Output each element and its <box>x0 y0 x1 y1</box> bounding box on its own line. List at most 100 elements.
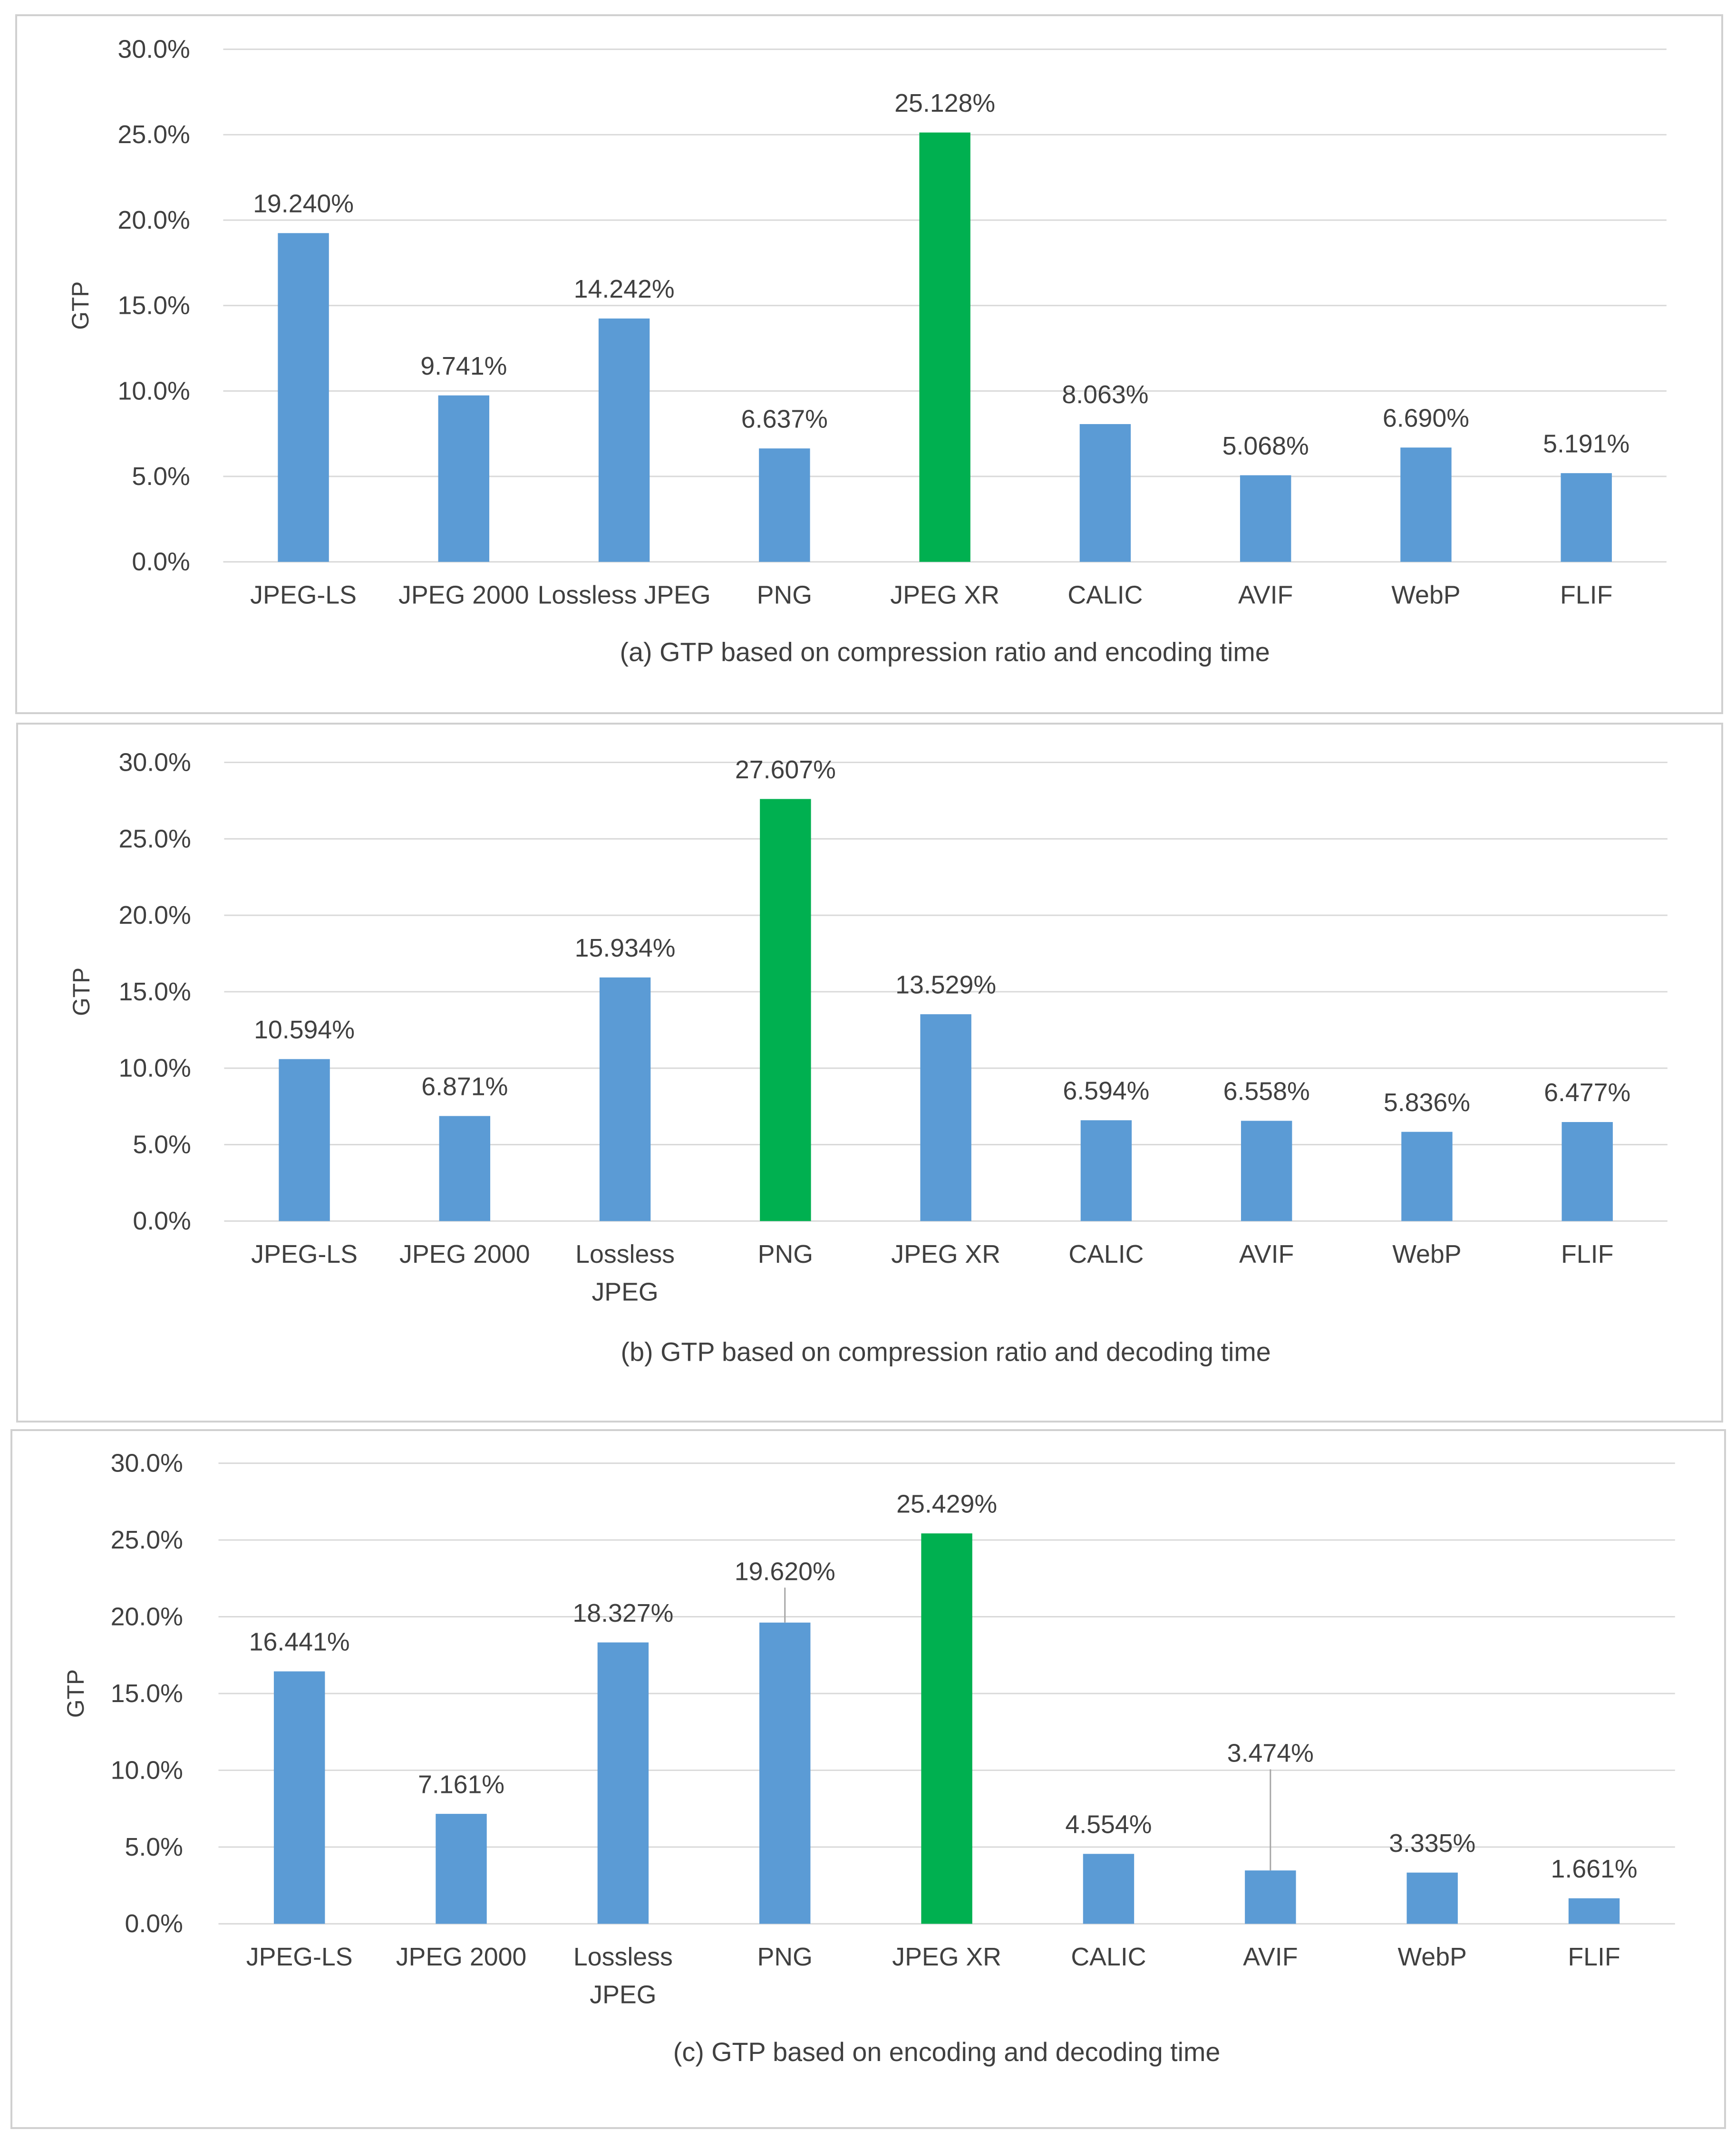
data-label: 5.836% <box>1384 1088 1470 1117</box>
x-category-label: WebP <box>1391 581 1460 609</box>
bar <box>279 1059 330 1221</box>
data-label: 1.661% <box>1551 1855 1638 1883</box>
bar <box>597 1642 649 1924</box>
x-category-label: Lossless <box>575 1240 675 1268</box>
bar <box>919 132 970 562</box>
bar <box>598 318 650 562</box>
data-label: 5.068% <box>1222 432 1309 460</box>
y-tick-label: 15.0% <box>118 291 190 320</box>
y-tick-label: 20.0% <box>119 901 191 929</box>
x-category-label: AVIF <box>1238 581 1293 609</box>
y-tick-label: 25.0% <box>118 120 190 149</box>
y-axis-title: GTP <box>67 281 94 330</box>
y-tick-label: 25.0% <box>111 1526 183 1554</box>
bar <box>920 1014 971 1221</box>
bar <box>599 977 651 1221</box>
data-label: 10.594% <box>254 1016 355 1044</box>
x-category-label: JPEG <box>590 1980 656 2009</box>
x-category-label: JPEG XR <box>891 1240 1000 1268</box>
x-category-label: JPEG XR <box>890 581 999 609</box>
data-label: 15.934% <box>575 934 676 962</box>
data-label: 6.558% <box>1223 1077 1310 1106</box>
bar <box>1400 447 1452 562</box>
data-label: 4.554% <box>1065 1810 1152 1839</box>
x-category-label: FLIF <box>1568 1943 1620 1971</box>
y-tick-label: 30.0% <box>111 1449 183 1478</box>
y-tick-label: 5.0% <box>125 1833 183 1861</box>
y-tick-label: 10.0% <box>111 1756 183 1784</box>
x-category-label: Lossless <box>573 1943 673 1971</box>
bar-chart-a: 0.0% 5.0% 10.0% 15.0% 20.0% 25.0% 30.0% GTP 19.2… <box>67 35 1667 667</box>
data-label: 19.240% <box>253 190 354 218</box>
x-category-label: PNG <box>758 1240 813 1268</box>
data-label: 3.335% <box>1389 1829 1475 1858</box>
data-label: 14.242% <box>574 275 675 303</box>
bar <box>439 1116 491 1221</box>
x-category-label: PNG <box>757 1943 813 1971</box>
bar <box>1561 473 1612 562</box>
x-category-label: CALIC <box>1071 1943 1146 1971</box>
data-label: 19.620% <box>735 1557 835 1586</box>
bar <box>759 1622 811 1924</box>
data-label: 6.477% <box>1544 1078 1630 1107</box>
y-tick-label: 0.0% <box>133 1207 191 1235</box>
x-category-label: CALIC <box>1067 581 1143 609</box>
x-category-label: JPEG 2000 <box>399 1240 530 1268</box>
bar <box>1080 1120 1132 1221</box>
y-tick-label: 20.0% <box>118 206 190 234</box>
x-category-label: FLIF <box>1561 1240 1613 1268</box>
y-tick-label: 30.0% <box>119 748 191 776</box>
x-category-label: CALIC <box>1068 1240 1144 1268</box>
x-category-label: JPEG-LS <box>251 1240 358 1268</box>
data-label: 5.191% <box>1543 429 1629 458</box>
data-label: 16.441% <box>249 1628 350 1656</box>
y-tick-label: 15.0% <box>111 1679 183 1708</box>
y-tick-label: 15.0% <box>119 978 191 1006</box>
chart-panel-c: 0.0% 5.0% 10.0% 15.0% 20.0% 25.0% 30.0% GTP 16.4… <box>10 1429 1726 2129</box>
y-tick-label: 30.0% <box>118 35 190 64</box>
x-category-label: JPEG-LS <box>250 581 357 609</box>
x-category-label: JPEG 2000 <box>398 581 529 609</box>
data-label: 25.128% <box>894 89 995 117</box>
bar <box>1241 1121 1292 1221</box>
y-axis-title: GTP <box>68 968 95 1016</box>
chart-caption: (b) GTP based on compression ratio and d… <box>621 1337 1271 1367</box>
bar <box>1240 475 1291 562</box>
y-tick-label: 10.0% <box>118 377 190 405</box>
chart-panel-b: 0.0% 5.0% 10.0% 15.0% 20.0% 25.0% 30.0% GTP 10.5… <box>16 723 1723 1423</box>
chart-caption: (c) GTP based on encoding and decoding t… <box>673 2037 1221 2067</box>
y-tick-label: 25.0% <box>119 824 191 853</box>
data-label: 7.161% <box>418 1770 504 1799</box>
data-label: 27.607% <box>735 755 836 784</box>
bar <box>1083 1854 1135 1924</box>
y-tick-label: 0.0% <box>132 548 190 576</box>
bar <box>1401 1132 1453 1221</box>
bar <box>278 233 329 562</box>
y-tick-label: 20.0% <box>111 1602 183 1631</box>
bar <box>273 1671 325 1924</box>
bar <box>1245 1870 1296 1924</box>
data-label: 3.474% <box>1227 1739 1314 1767</box>
y-tick-label: 5.0% <box>133 1130 191 1159</box>
x-category-label: AVIF <box>1239 1240 1294 1268</box>
bar <box>436 1814 487 1924</box>
x-category-label: JPEG <box>592 1278 658 1306</box>
x-category-label: PNG <box>757 581 812 609</box>
data-label: 9.741% <box>420 352 507 380</box>
data-label: 6.637% <box>741 405 828 433</box>
data-label: 8.063% <box>1062 380 1148 409</box>
x-category-label: WebP <box>1392 1240 1461 1268</box>
data-label: 6.690% <box>1383 404 1469 433</box>
x-category-label: WebP <box>1398 1943 1467 1971</box>
x-category-label: JPEG-LS <box>246 1943 353 1971</box>
bar <box>759 448 810 562</box>
data-label: 6.871% <box>421 1073 508 1101</box>
x-category-label: JPEG 2000 <box>396 1943 527 1971</box>
bar <box>1406 1872 1458 1924</box>
y-axis-title: GTP <box>62 1669 89 1718</box>
data-label: 25.429% <box>896 1490 997 1518</box>
y-tick-label: 0.0% <box>125 1909 183 1938</box>
bar <box>1079 424 1131 562</box>
bar-chart-b: 0.0% 5.0% 10.0% 15.0% 20.0% 25.0% 30.0% GTP 10.5… <box>68 748 1668 1367</box>
chart-panel-a: 0.0% 5.0% 10.0% 15.0% 20.0% 25.0% 30.0% GTP 19.2… <box>15 14 1723 714</box>
